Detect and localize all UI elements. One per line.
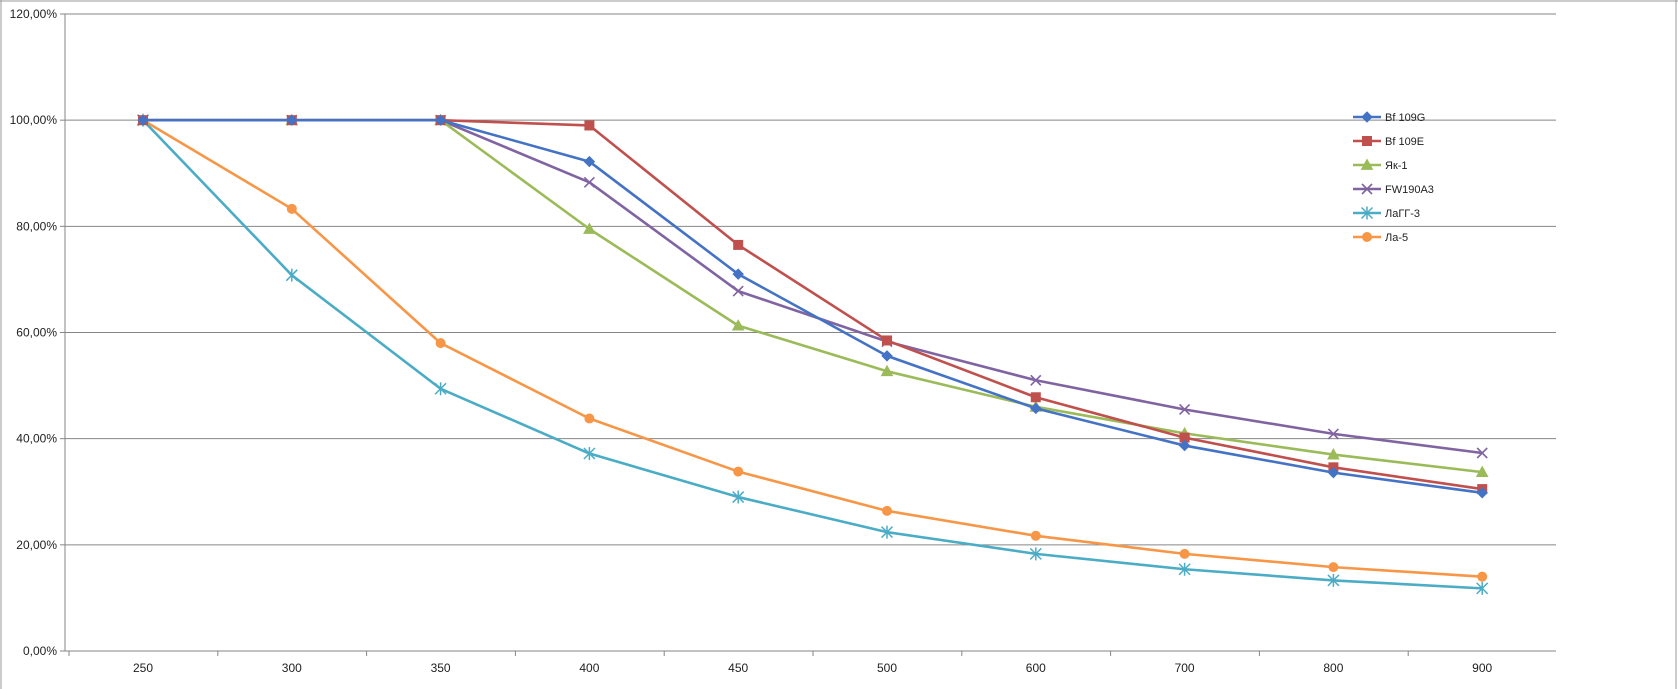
- data-point: [1327, 466, 1340, 479]
- legend-marker: [1362, 232, 1372, 242]
- legend-marker: [1361, 111, 1373, 123]
- data-point: [880, 525, 894, 539]
- data-point: [1476, 487, 1488, 499]
- y-tick-label: 20,00%: [16, 538, 57, 552]
- y-axis: 0,00% 20,00% 40,00% 60,00% 80,00% 100,00% 120,…: [10, 7, 66, 658]
- gridlines: [65, 13, 1556, 652]
- data-point: [733, 466, 744, 477]
- data-point: [1475, 465, 1489, 478]
- data-point: [1476, 447, 1488, 459]
- x-tick-label: 350: [431, 661, 451, 675]
- data-point: [1030, 392, 1041, 403]
- y-tick-label: 80,00%: [16, 219, 57, 233]
- legend-label: FW190A3: [1385, 184, 1434, 196]
- data-point: [1327, 573, 1340, 587]
- data-point: [1328, 562, 1339, 573]
- data-point: [1030, 374, 1042, 386]
- y-tick-label: 0,00%: [23, 644, 57, 658]
- data-point: [286, 114, 298, 126]
- series-2: [138, 115, 1488, 495]
- data-point: [1178, 562, 1191, 576]
- x-tick-label: 450: [728, 661, 748, 675]
- series-line: [143, 118, 1483, 474]
- y-tick-label: 120,00%: [10, 7, 58, 21]
- series-4: [137, 114, 1488, 459]
- series-1: [137, 114, 1488, 499]
- legend-label: Bf 109G: [1385, 112, 1425, 124]
- data-point: [880, 364, 894, 377]
- x-axis: 250 300 350 400 450 500 600 700 800 900: [65, 650, 1556, 675]
- data-point: [584, 413, 595, 424]
- legend-label: Bf 109E: [1385, 136, 1424, 148]
- data-point: [1030, 402, 1042, 415]
- data-point: [1178, 439, 1191, 452]
- x-tick-label: 300: [282, 661, 302, 675]
- data-point: [1029, 547, 1042, 561]
- legend-label: Як-1: [1385, 160, 1408, 172]
- series-line: [142, 119, 1483, 590]
- legend-marker: [1362, 136, 1372, 146]
- legend-item: FW190A3: [1353, 183, 1434, 196]
- series-line: [143, 118, 1483, 491]
- data-point: [731, 319, 745, 331]
- data-point: [285, 268, 298, 282]
- x-tick-label: 400: [579, 661, 599, 675]
- y-tick-label: 60,00%: [16, 326, 57, 340]
- data-point: [434, 114, 447, 126]
- legend-marker: [1360, 206, 1374, 220]
- data-point: [583, 447, 596, 461]
- x-tick-label: 900: [1472, 661, 1492, 675]
- series-group: [136, 113, 1489, 595]
- y-tick-label: 40,00%: [16, 432, 57, 446]
- data-point: [1477, 571, 1488, 582]
- data-point: [583, 222, 596, 234]
- series-line: [143, 118, 1483, 455]
- legend-item: ЛаГГ-3: [1353, 206, 1420, 220]
- x-tick-label: 700: [1175, 661, 1195, 675]
- legend: Bf 109G Bf 109E Як-1 FW190A3 ЛаГГ-3 Ла-5: [1353, 111, 1434, 244]
- data-point: [733, 239, 744, 250]
- legend-item: Bf 109E: [1353, 136, 1424, 148]
- data-point: [1030, 530, 1041, 541]
- data-point: [1327, 448, 1340, 460]
- x-tick-label: 500: [877, 661, 897, 675]
- data-point: [882, 505, 892, 516]
- series-5: [136, 113, 1489, 595]
- data-point: [881, 350, 893, 362]
- data-point: [583, 176, 595, 188]
- data-point: [583, 155, 596, 168]
- legend-item: Ла-5: [1353, 232, 1408, 244]
- data-point: [882, 335, 892, 346]
- data-point: [286, 203, 297, 214]
- data-point: [1476, 581, 1489, 595]
- legend-item: Bf 109G: [1353, 111, 1425, 124]
- data-point: [732, 285, 744, 297]
- x-tick-label: 250: [133, 661, 153, 675]
- series-line: [143, 118, 1483, 495]
- data-point: [137, 114, 149, 126]
- series-line: [142, 119, 1483, 578]
- data-point: [1179, 403, 1191, 416]
- data-point: [732, 490, 745, 504]
- series-3: [136, 113, 1489, 478]
- data-point: [1327, 428, 1339, 440]
- data-point: [434, 382, 447, 396]
- data-point: [584, 120, 595, 131]
- legend-marker: [1361, 183, 1373, 195]
- legend-item: Як-1: [1353, 158, 1408, 172]
- legend-label: ЛаГГ-3: [1385, 208, 1420, 220]
- data-point: [1179, 548, 1190, 559]
- x-tick-label: 600: [1026, 661, 1046, 675]
- x-tick-label: 800: [1323, 661, 1343, 675]
- data-point: [732, 268, 744, 280]
- legend-marker: [1360, 158, 1374, 170]
- legend-label: Ла-5: [1385, 232, 1408, 244]
- data-point: [435, 338, 446, 349]
- y-tick-label: 100,00%: [10, 113, 58, 127]
